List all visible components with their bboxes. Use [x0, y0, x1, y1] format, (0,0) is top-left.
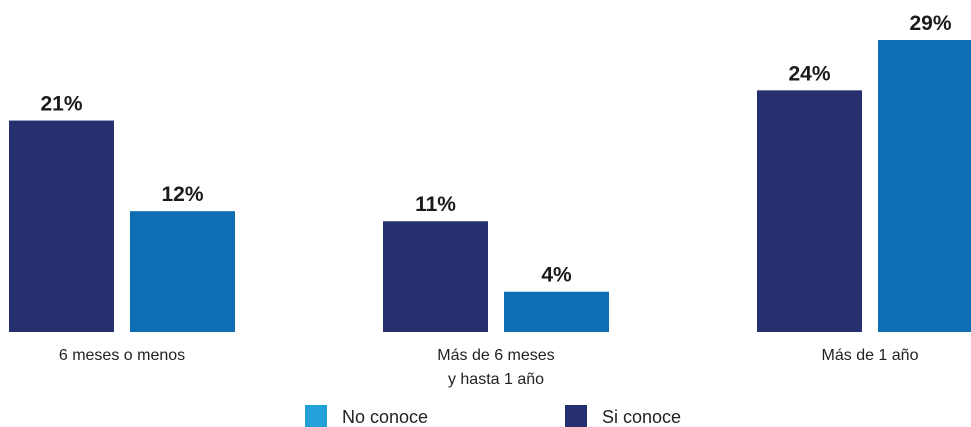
category-label: Más de 6 meses	[437, 347, 554, 364]
data-label: 11%	[415, 193, 456, 216]
data-label: 4%	[541, 264, 572, 287]
legend-item: Si conoce	[565, 405, 681, 427]
bar-labels-layer: 21% 12% 11% 4% 24% 29%	[40, 12, 951, 287]
category-label: y hasta 1 año	[448, 371, 544, 388]
bar-no-conoce-3	[878, 40, 971, 332]
bar-si-conoce-2	[383, 221, 488, 332]
data-label: 29%	[909, 12, 951, 35]
category-label: Más de 1 año	[822, 347, 919, 364]
legend: No conoce Si conoce	[305, 405, 681, 427]
bar-no-conoce-1	[130, 211, 235, 332]
data-label: 24%	[788, 62, 830, 85]
bar-no-conoce-2	[504, 291, 609, 332]
legend-label: No conoce	[342, 407, 428, 427]
legend-item: No conoce	[305, 405, 428, 427]
category-label: 6 meses o menos	[59, 347, 185, 364]
bar-si-conoce-1	[9, 120, 114, 332]
data-label: 21%	[40, 93, 82, 116]
data-label: 12%	[161, 183, 203, 206]
bars-layer	[9, 40, 971, 333]
legend-swatch	[305, 405, 327, 427]
bar-si-conoce-3	[757, 90, 862, 333]
legend-label: Si conoce	[602, 407, 681, 427]
legend-swatch	[565, 405, 587, 427]
category-labels-layer: 6 meses o menos Más de 6 meses y hasta 1 a…	[59, 347, 919, 388]
